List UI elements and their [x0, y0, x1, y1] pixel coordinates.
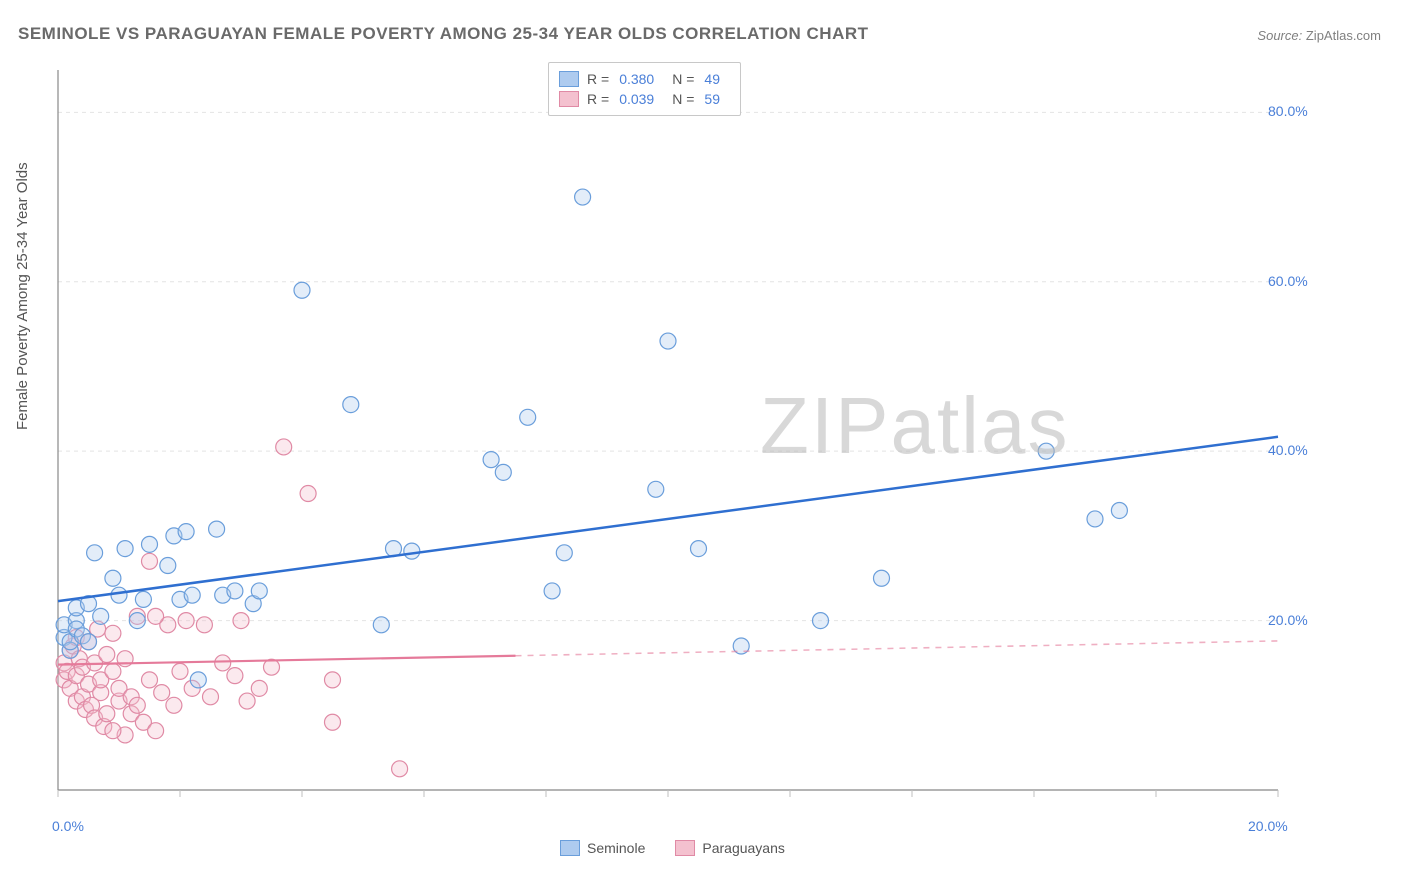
chart-title: SEMINOLE VS PARAGUAYAN FEMALE POVERTY AM…: [18, 24, 869, 44]
stats-legend-row: R =0.039N =59: [559, 89, 730, 109]
series-legend: Seminole Paraguayans: [560, 840, 785, 856]
stats-legend-row: R =0.380N =49: [559, 69, 730, 89]
axis-tick-label: 80.0%: [1268, 103, 1308, 119]
axis-tick-label: 60.0%: [1268, 273, 1308, 289]
legend-label: Seminole: [587, 840, 645, 856]
source-attribution: Source: ZipAtlas.com: [1257, 28, 1381, 43]
legend-swatch: [559, 71, 579, 87]
axis-tick-label: 0.0%: [52, 818, 84, 834]
source-label: Source:: [1257, 28, 1302, 43]
axis-tick-label: 20.0%: [1248, 818, 1288, 834]
legend-item: Paraguayans: [675, 840, 785, 856]
legend-swatch: [560, 840, 580, 856]
axis-tick-label: 40.0%: [1268, 442, 1308, 458]
axis-tick-label: 20.0%: [1268, 612, 1308, 628]
legend-label: Paraguayans: [702, 840, 785, 856]
source-name: ZipAtlas.com: [1306, 28, 1381, 43]
legend-item: Seminole: [560, 840, 645, 856]
legend-swatch: [559, 91, 579, 107]
scatter-plot: [48, 60, 1328, 820]
y-axis-label: Female Poverty Among 25-34 Year Olds: [14, 162, 31, 430]
stats-legend: R =0.380N =49R =0.039N =59: [548, 62, 741, 116]
legend-swatch: [675, 840, 695, 856]
